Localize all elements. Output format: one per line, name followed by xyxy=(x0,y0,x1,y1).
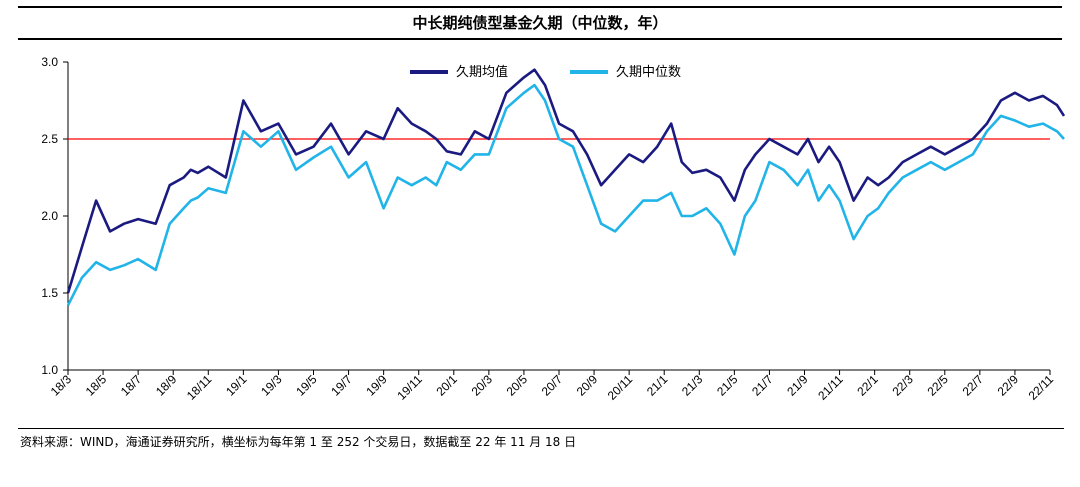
x-tick-label: 18/7 xyxy=(118,372,145,399)
chart-title: 中长期纯债型基金久期（中位数，年） xyxy=(18,6,1062,40)
axes: 1.01.52.02.53.018/3 18/5 18/7 18/9 18/11 19/1… xyxy=(41,55,1056,403)
y-tick-label: 2.0 xyxy=(41,209,58,223)
x-tick-label: 22/3 xyxy=(889,372,916,399)
series-line-mean xyxy=(66,68,1066,294)
legend-label-median: 久期中位数 xyxy=(616,65,681,80)
line-chart: 1.01.52.02.53.018/3 18/5 18/7 18/9 18/11 19/1… xyxy=(41,55,1066,403)
x-tick-label: 20/7 xyxy=(539,372,566,399)
y-tick-label: 1.5 xyxy=(41,286,58,300)
x-tick-label: 22/5 xyxy=(924,372,951,399)
x-tick-label: 19/1 xyxy=(223,372,250,399)
x-tick-label: 19/7 xyxy=(328,372,355,399)
y-tick-label: 3.0 xyxy=(41,55,58,69)
series-line-median xyxy=(66,83,1065,306)
x-tick-label: 22/1 xyxy=(854,372,881,399)
x-tick-label: 19/5 xyxy=(293,372,320,399)
x-tick-label: 19/3 xyxy=(258,372,285,399)
y-tick-label: 2.5 xyxy=(41,132,58,146)
x-tick-label: 21/3 xyxy=(679,372,706,399)
legend: 久期均值 久期中位数 xyxy=(410,64,681,80)
legend-label-mean: 久期均值 xyxy=(456,64,508,80)
x-tick-label: 18/11 xyxy=(184,372,215,403)
x-tick-label: 20/3 xyxy=(469,372,496,399)
x-tick-label: 20/9 xyxy=(574,372,601,399)
x-tick-label: 18/9 xyxy=(153,372,180,399)
x-tick-label: 19/9 xyxy=(363,372,390,399)
x-tick-label: 22/7 xyxy=(960,372,987,399)
source-note: 资料来源：WIND，海通证券研究所，横坐标为每年第 1 至 252 个交易日，数… xyxy=(18,428,1064,457)
x-tick-label: 21/11 xyxy=(815,372,846,403)
series-layer xyxy=(66,68,1066,306)
x-tick-label: 21/5 xyxy=(714,372,741,399)
x-tick-label: 19/11 xyxy=(394,372,425,403)
y-tick-label: 1.0 xyxy=(41,363,58,377)
x-tick-label: 20/5 xyxy=(504,372,531,399)
x-tick-label: 21/1 xyxy=(644,372,671,399)
x-tick-label: 20/1 xyxy=(433,372,460,399)
x-tick-label: 22/11 xyxy=(1026,372,1057,403)
x-tick-label: 18/5 xyxy=(83,372,110,399)
x-tick-label: 20/11 xyxy=(605,372,636,403)
x-tick-label: 22/9 xyxy=(995,372,1022,399)
x-tick-label: 21/9 xyxy=(784,372,811,399)
x-tick-label: 21/7 xyxy=(749,372,776,399)
